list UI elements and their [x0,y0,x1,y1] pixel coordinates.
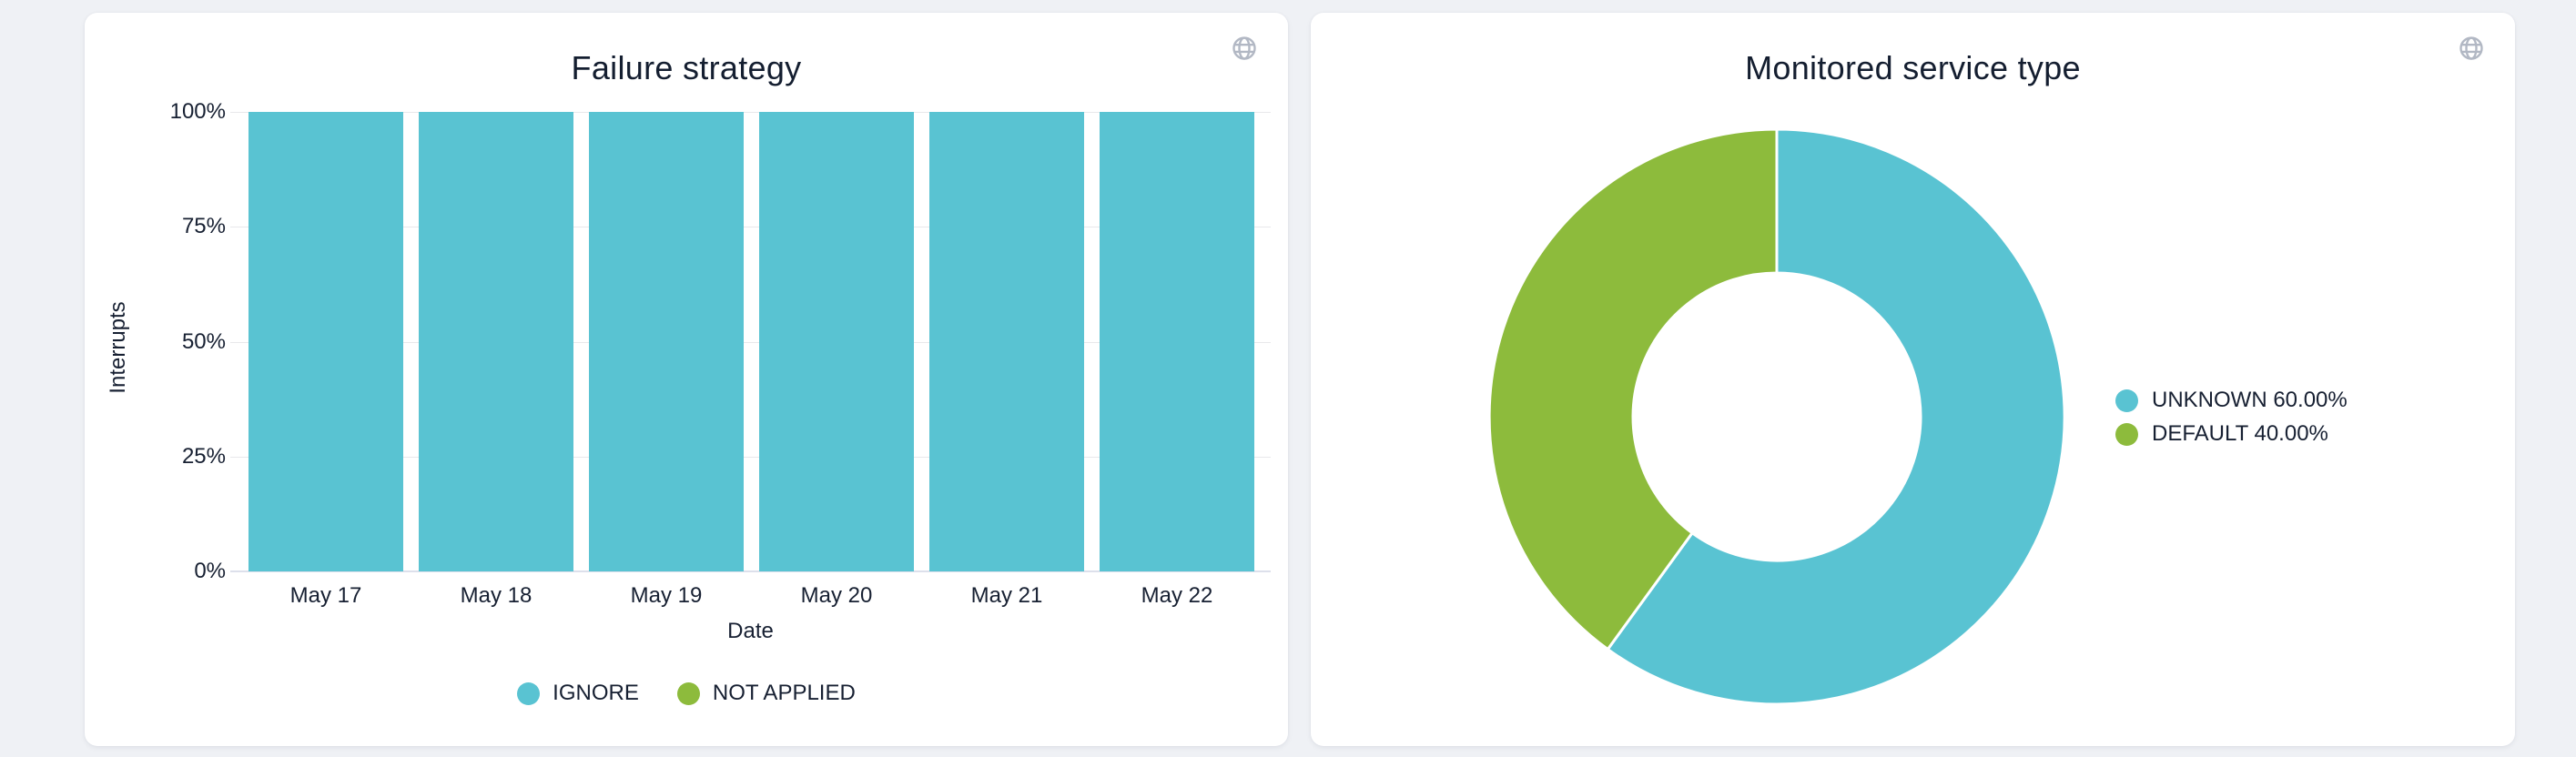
monitored-service-type-card: Monitored service type UNKNOWN 60.00% DEF… [1311,13,2515,746]
gridline-25% [230,456,1271,458]
bar-ignore-may-22[interactable] [1100,112,1254,571]
donut-slice-unknown[interactable] [1606,127,2066,706]
bar-chart-title: Failure strategy [571,49,802,86]
donut-slice-default[interactable] [1487,127,1779,651]
legend-item-unknown[interactable]: UNKNOWN 60.00% [2115,387,2348,414]
legend-item-not-applied[interactable]: NOT APPLIED [676,680,856,707]
x-tick-label: May 18 [460,583,532,608]
y-tick-label: 0% [194,559,226,583]
legend-label: DEFAULT 40.00% [2152,421,2328,446]
failure-strategy-card: Failure strategy Interrupts 0% 25% 50% 75% 1… [85,13,1288,746]
globe-icon[interactable] [1231,35,1258,62]
x-tick-label: May 21 [970,583,1043,608]
gridline-50% [230,341,1271,343]
x-tick-label: May 17 [289,583,362,608]
donut-chart [1487,127,2066,706]
bar-chart-legend: IGNORE NOT APPLIED [85,680,1288,707]
x-tick-label: May 19 [630,583,703,608]
donut-chart-legend: UNKNOWN 60.00% DEFAULT 40.00% [2115,387,2348,448]
bar-ignore-may-17[interactable] [248,112,403,571]
y-tick-label: 100% [169,99,226,124]
gridline-0% [230,570,1271,572]
x-axis-title: Date [727,619,774,643]
x-tick-label: May 20 [800,583,873,608]
x-tick-label: May 22 [1141,583,1213,608]
legend-label: NOT APPLIED [712,681,856,705]
bar-ignore-may-20[interactable] [759,112,914,571]
legend-item-default[interactable]: DEFAULT 40.00% [2115,420,2348,448]
legend-dot [676,681,700,705]
y-tick-label: 50% [181,328,226,354]
legend-label: IGNORE [553,681,639,705]
legend-label: UNKNOWN 60.00% [2152,388,2348,412]
globe-icon [1232,36,1256,60]
y-tick-label: 25% [181,443,226,469]
globe-icon[interactable] [2458,35,2485,62]
bar-ignore-may-18[interactable] [419,112,573,571]
donut-chart-title: Monitored service type [1745,49,2081,86]
gridline-100% [230,112,1271,113]
legend-dot [2115,389,2138,412]
bar-ignore-may-21[interactable] [929,112,1084,571]
legend-dot [517,681,541,705]
legend-item-ignore[interactable]: IGNORE [517,680,639,707]
bar-ignore-may-19[interactable] [589,112,744,571]
y-tick-label: 75% [181,214,226,239]
globe-icon [2459,36,2483,60]
legend-dot [2115,422,2138,446]
